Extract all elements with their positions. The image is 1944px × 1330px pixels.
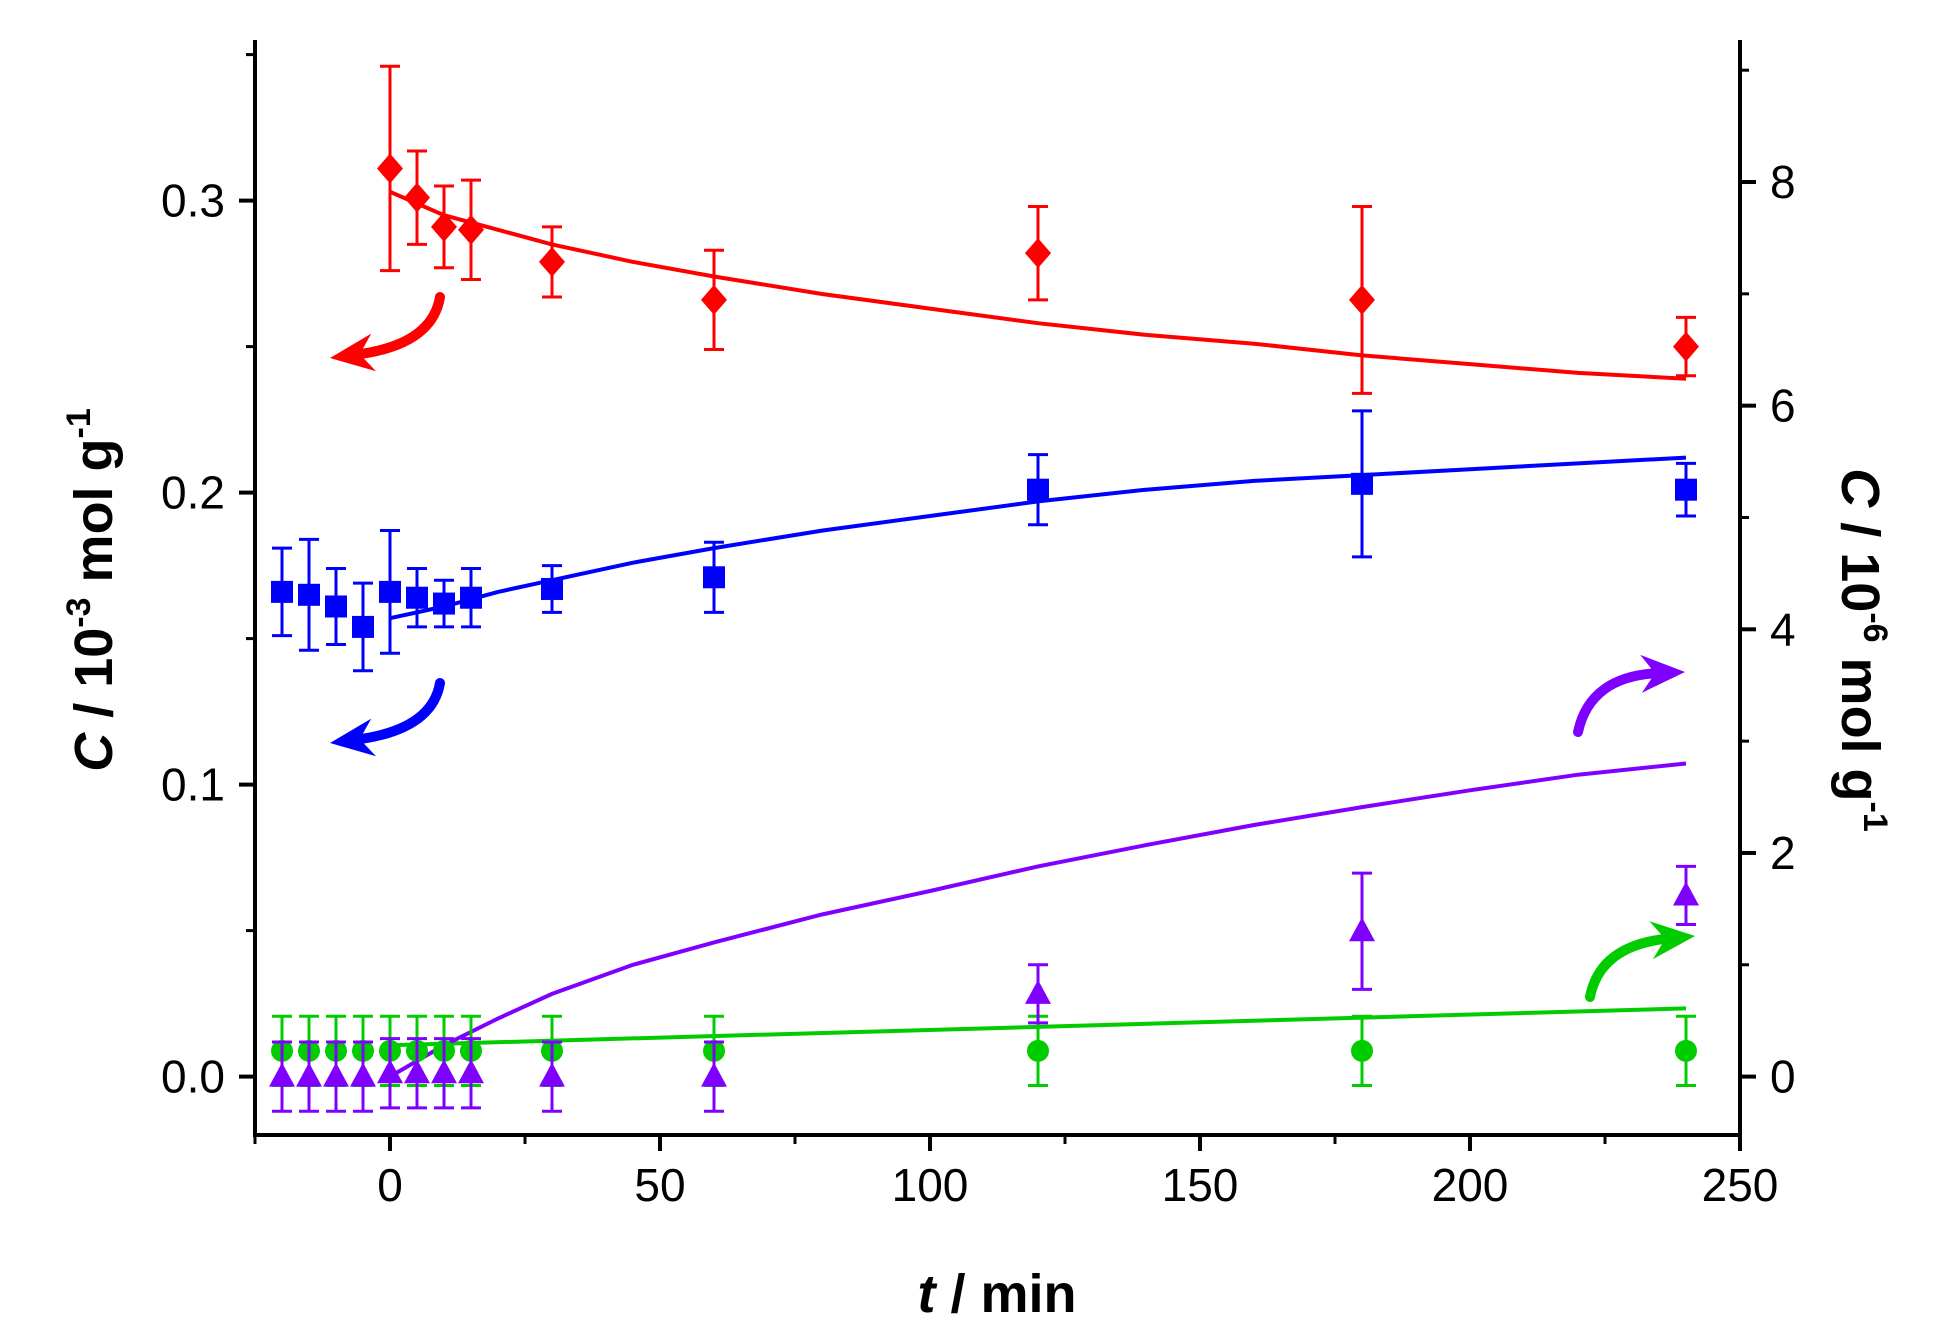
red-diamond-point [458,214,484,245]
y-right-exp: -6 [1856,612,1894,642]
y-right-tick-label: 6 [1770,380,1796,432]
x-tick-label: 150 [1162,1159,1239,1211]
y-axis-left-title: C / 10-3 mol g-1 [60,408,124,772]
green-circle-point [1675,1039,1697,1062]
y-left-mid: / 10 [64,628,124,733]
blue-square-point [406,586,428,609]
red-diamond-point [1673,331,1699,362]
y-left-exp2: -1 [60,408,98,438]
red-diamond-fit-line [389,189,1687,381]
plot-frame [253,40,1742,1137]
purple-triangle-point [404,1059,430,1084]
purple-triangle-point [269,1062,295,1087]
x-axis-var: t [918,1264,938,1324]
y-axis-right-title: C / 10-6 mol g-1 [1830,468,1894,832]
x-tick-label: 100 [892,1159,969,1211]
red-axis-arrow-shaft [350,292,445,360]
y-right-exp2: -1 [1856,802,1894,832]
y-left-tick-label: 0.2 [161,467,225,519]
purple-axis-arrow-head [1640,654,1685,693]
red-diamond-point [431,211,457,242]
ticks-layer: 0 50 100 150 200 250 0.0 0.1 0.2 0.3 0 2 4 6 8 [161,53,1796,1211]
red-diamond-point [1349,284,1375,315]
blue-square-point [271,580,293,603]
purple-triangle-point [323,1062,349,1087]
purple-triangle-point [296,1062,322,1087]
x-axis-title: t / min [918,1264,1077,1324]
red-diamond-point [1025,238,1051,269]
blue-square-point [325,595,347,618]
red-diamond-point [404,182,430,213]
blue-square-point [1027,478,1049,501]
blue-square-point [298,583,320,606]
blue-axis-arrow [330,678,445,757]
red-diamond-point [377,153,403,184]
green-axis-arrow [1585,921,1695,1002]
purple-axis-arrow [1573,654,1685,737]
purple-triangle-point [431,1059,457,1084]
y-left-unit: mol g [64,438,124,597]
axis-arrows [330,292,1695,1002]
purple-triangle-fit-line [388,761,1687,1079]
purple-triangle-point [350,1062,376,1087]
blue-square-point [433,592,455,615]
y-left-var: C [64,732,124,772]
green-circle-point [1027,1039,1049,1062]
x-tick-label: 50 [634,1159,685,1211]
purple-triangle-point [1673,881,1699,906]
blue-square-point [703,566,725,589]
y-left-tick-label: 0.1 [161,759,225,811]
blue-axis-arrow-head [330,718,377,757]
y-right-mid: / 10 [1830,507,1890,612]
blue-axis-arrow-shaft [350,678,445,745]
blue-square-point [379,580,401,603]
fit-curves [388,189,1687,1079]
blue-square-point [1351,472,1373,495]
y-left-exp: -3 [60,597,98,627]
blue-square-point [541,577,563,600]
y-left-tick-label: 0.0 [161,1051,225,1103]
y-left-tick-label: 0.3 [161,175,225,227]
blue-square-point [352,615,374,638]
x-tick-label: 200 [1432,1159,1509,1211]
y-right-tick-label: 8 [1770,156,1796,208]
x-axis-unit: / min [935,1264,1076,1324]
y-right-tick-label: 2 [1770,827,1796,879]
red-axis-arrow [330,292,445,372]
green-axis-arrow-head [1649,921,1695,960]
purple-axis-arrow-shaft [1573,668,1665,737]
red-diamond-point [539,246,565,277]
y-right-tick-label: 4 [1770,603,1796,655]
purple-triangle-point [1025,979,1051,1004]
purple-triangle-point [701,1062,727,1087]
green-axis-arrow-shaft [1585,933,1675,1002]
purple-triangle-point [377,1059,403,1084]
purple-triangle-point [458,1059,484,1084]
y-right-unit: mol g [1830,643,1890,802]
red-diamond-point [701,284,727,315]
y-right-var: C [1830,468,1890,508]
x-tick-label: 250 [1702,1159,1779,1211]
x-tick-label: 0 [377,1159,403,1211]
purple-triangle-point [539,1062,565,1087]
y-right-tick-label: 0 [1770,1051,1796,1103]
blue-square-fit-line [389,455,1687,621]
red-axis-arrow-head [330,333,377,372]
blue-square-point [1675,478,1697,501]
green-circle-point [1351,1039,1373,1062]
purple-triangle-point [1349,917,1375,942]
blue-square-point [460,586,482,609]
data-points [269,64,1699,1113]
